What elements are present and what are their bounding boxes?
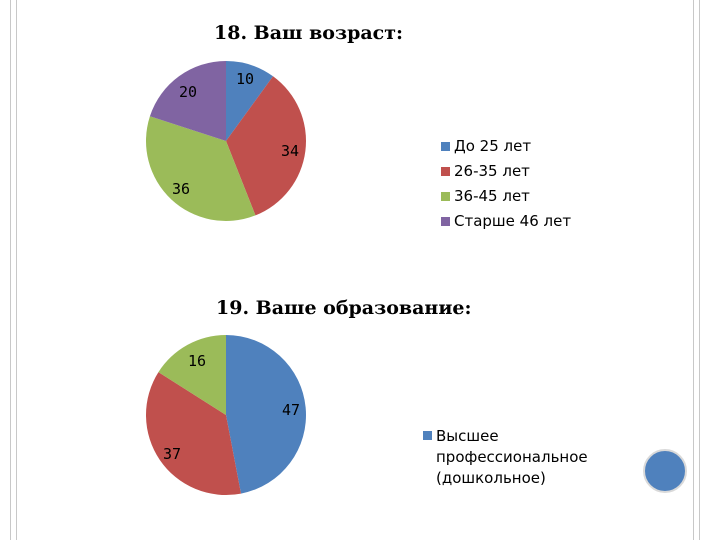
- legend-swatch-0-3: [441, 217, 450, 226]
- pie-slice-1-2: [158, 335, 226, 415]
- legend-label-0-2: 36-45 лет: [454, 187, 530, 205]
- legend-age: До 25 лет 26-35 лет 36-45 лет Старше 46 лет: [441, 134, 571, 234]
- slice-value-label-0-1: 34: [281, 142, 299, 160]
- legend-swatch-0-1: [441, 167, 450, 176]
- slice-value-label-1-1: 37: [163, 445, 181, 463]
- legend-item-0-1: 26-35 лет: [441, 159, 571, 184]
- pie-slice-0-1: [226, 76, 306, 216]
- frame-line-left-inner: [16, 0, 17, 540]
- pie-slice-0-2: [146, 116, 256, 221]
- decorative-circle: [643, 449, 687, 493]
- frame-line-right: [693, 0, 694, 540]
- legend-item-0-0: До 25 лет: [441, 134, 571, 159]
- slice-value-label-1-0: 47: [282, 401, 300, 419]
- slice-value-label-0-0: 10: [236, 70, 254, 88]
- frame-line-right-inner: [699, 0, 700, 540]
- legend-label-0-3: Старше 46 лет: [454, 212, 572, 230]
- legend-swatch-1-0: [423, 431, 432, 440]
- legend-label-1-0: Высшее профессиональное (дошкольное): [436, 427, 588, 487]
- frame-line-left: [10, 0, 11, 540]
- legend-item-0-2: 36-45 лет: [441, 184, 571, 209]
- legend-item-1-0: Высшее профессиональное (дошкольное): [423, 426, 606, 489]
- legend-swatch-0-0: [441, 142, 450, 151]
- legend-label-0-1: 26-35 лет: [454, 162, 530, 180]
- chart-title-age: 18. Ваш возраст:: [214, 22, 404, 44]
- slice-value-label-0-2: 36: [172, 180, 190, 198]
- chart-title-education: 19. Ваше образование:: [216, 297, 472, 319]
- pie-slice-1-0: [226, 335, 307, 494]
- pie-slice-0-3: [149, 61, 226, 141]
- slice-value-label-1-2: 16: [188, 352, 206, 370]
- legend-swatch-0-2: [441, 192, 450, 201]
- legend-item-0-3: Старше 46 лет: [441, 209, 571, 234]
- pie-slice-0-0: [226, 61, 274, 141]
- slice-value-label-0-3: 20: [179, 83, 197, 101]
- legend-education: Высшее профессиональное (дошкольное): [423, 426, 606, 489]
- legend-label-0-0: До 25 лет: [454, 137, 532, 155]
- pie-slice-1-1: [146, 372, 241, 495]
